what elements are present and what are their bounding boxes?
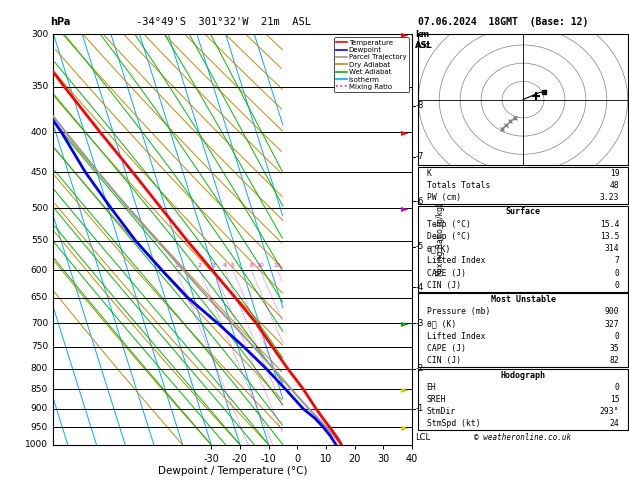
Text: 400: 400 bbox=[31, 128, 48, 137]
Text: 900: 900 bbox=[604, 307, 620, 316]
Text: 10: 10 bbox=[257, 263, 264, 268]
Text: 1: 1 bbox=[174, 263, 178, 268]
Text: Surface: Surface bbox=[506, 208, 540, 216]
Text: CAPE (J): CAPE (J) bbox=[426, 344, 465, 353]
Text: ►: ► bbox=[401, 318, 409, 328]
Text: 650: 650 bbox=[31, 293, 48, 302]
Text: -6: -6 bbox=[415, 197, 423, 206]
Text: K: K bbox=[426, 169, 431, 178]
Text: 0: 0 bbox=[615, 383, 620, 392]
Text: 750: 750 bbox=[31, 342, 48, 351]
Text: StmSpd (kt): StmSpd (kt) bbox=[426, 419, 481, 429]
Text: 19: 19 bbox=[610, 169, 620, 178]
Text: 8: 8 bbox=[249, 263, 253, 268]
Text: 0: 0 bbox=[615, 332, 620, 341]
Text: ►: ► bbox=[401, 384, 409, 394]
Text: 800: 800 bbox=[31, 364, 48, 373]
Text: Lifted Index: Lifted Index bbox=[426, 257, 485, 265]
Text: 5: 5 bbox=[231, 263, 235, 268]
Text: CIN (J): CIN (J) bbox=[426, 356, 461, 365]
Text: 900: 900 bbox=[31, 404, 48, 413]
Text: Hodograph: Hodograph bbox=[501, 370, 545, 380]
Text: 600: 600 bbox=[31, 266, 48, 275]
Text: -8: -8 bbox=[415, 101, 423, 110]
Text: 300: 300 bbox=[31, 30, 48, 38]
Text: 7: 7 bbox=[615, 257, 620, 265]
Text: 15.4: 15.4 bbox=[600, 220, 620, 229]
Text: 850: 850 bbox=[31, 385, 48, 394]
Text: 0: 0 bbox=[615, 269, 620, 278]
Text: 950: 950 bbox=[31, 423, 48, 432]
Text: -5: -5 bbox=[415, 243, 423, 251]
Text: SREH: SREH bbox=[426, 395, 446, 404]
Text: -2: -2 bbox=[415, 364, 423, 373]
Text: 82: 82 bbox=[610, 356, 620, 365]
Text: ►: ► bbox=[401, 29, 409, 39]
Text: 500: 500 bbox=[31, 204, 48, 213]
Text: 450: 450 bbox=[31, 168, 48, 177]
Text: StmDir: StmDir bbox=[426, 407, 456, 416]
Text: 700: 700 bbox=[31, 318, 48, 328]
Text: -34°49'S  301°32'W  21m  ASL: -34°49'S 301°32'W 21m ASL bbox=[136, 17, 311, 27]
Text: Most Unstable: Most Unstable bbox=[491, 295, 555, 304]
Text: Totals Totals: Totals Totals bbox=[426, 181, 490, 190]
Text: CIN (J): CIN (J) bbox=[426, 281, 461, 290]
Text: EH: EH bbox=[426, 383, 437, 392]
Text: ►: ► bbox=[401, 203, 409, 213]
Text: 24: 24 bbox=[610, 419, 620, 429]
Text: hPa: hPa bbox=[50, 17, 70, 27]
Text: ►: ► bbox=[401, 422, 409, 432]
Text: kt: kt bbox=[423, 41, 431, 51]
Text: 350: 350 bbox=[31, 82, 48, 91]
Text: 15: 15 bbox=[274, 263, 281, 268]
Text: -7: -7 bbox=[415, 152, 423, 161]
Text: LCL: LCL bbox=[415, 433, 430, 442]
Text: 3.23: 3.23 bbox=[600, 193, 620, 202]
Text: 13.5: 13.5 bbox=[600, 232, 620, 241]
Text: ►: ► bbox=[401, 127, 409, 137]
Text: 1000: 1000 bbox=[25, 440, 48, 449]
Text: 15: 15 bbox=[610, 395, 620, 404]
Text: 2: 2 bbox=[198, 263, 202, 268]
Text: 550: 550 bbox=[31, 236, 48, 245]
Text: 327: 327 bbox=[604, 320, 620, 329]
Text: -1: -1 bbox=[415, 404, 423, 413]
Text: PW (cm): PW (cm) bbox=[426, 193, 461, 202]
Text: 293°: 293° bbox=[600, 407, 620, 416]
Text: km
ASL: km ASL bbox=[415, 30, 433, 50]
Text: 4: 4 bbox=[223, 263, 226, 268]
Text: Lifted Index: Lifted Index bbox=[426, 332, 485, 341]
Text: Dewp (°C): Dewp (°C) bbox=[426, 232, 470, 241]
Text: 48: 48 bbox=[610, 181, 620, 190]
Text: Pressure (mb): Pressure (mb) bbox=[426, 307, 490, 316]
Text: -3: -3 bbox=[415, 318, 423, 328]
Text: 0: 0 bbox=[615, 281, 620, 290]
Text: Mixing Ratio (g/kg): Mixing Ratio (g/kg) bbox=[436, 203, 445, 276]
X-axis label: Dewpoint / Temperature (°C): Dewpoint / Temperature (°C) bbox=[158, 467, 308, 476]
Text: θᴇ(K): θᴇ(K) bbox=[426, 244, 451, 253]
Text: 35: 35 bbox=[610, 344, 620, 353]
Legend: Temperature, Dewpoint, Parcel Trajectory, Dry Adiabat, Wet Adiabat, Isotherm, Mi: Temperature, Dewpoint, Parcel Trajectory… bbox=[334, 37, 408, 92]
Text: 07.06.2024  18GMT  (Base: 12): 07.06.2024 18GMT (Base: 12) bbox=[418, 17, 589, 27]
Text: Temp (°C): Temp (°C) bbox=[426, 220, 470, 229]
Text: -4: -4 bbox=[415, 282, 423, 292]
Text: 314: 314 bbox=[604, 244, 620, 253]
Text: 3: 3 bbox=[212, 263, 216, 268]
Text: © weatheronline.co.uk: © weatheronline.co.uk bbox=[474, 433, 572, 442]
Text: θᴇ (K): θᴇ (K) bbox=[426, 320, 456, 329]
Text: CAPE (J): CAPE (J) bbox=[426, 269, 465, 278]
